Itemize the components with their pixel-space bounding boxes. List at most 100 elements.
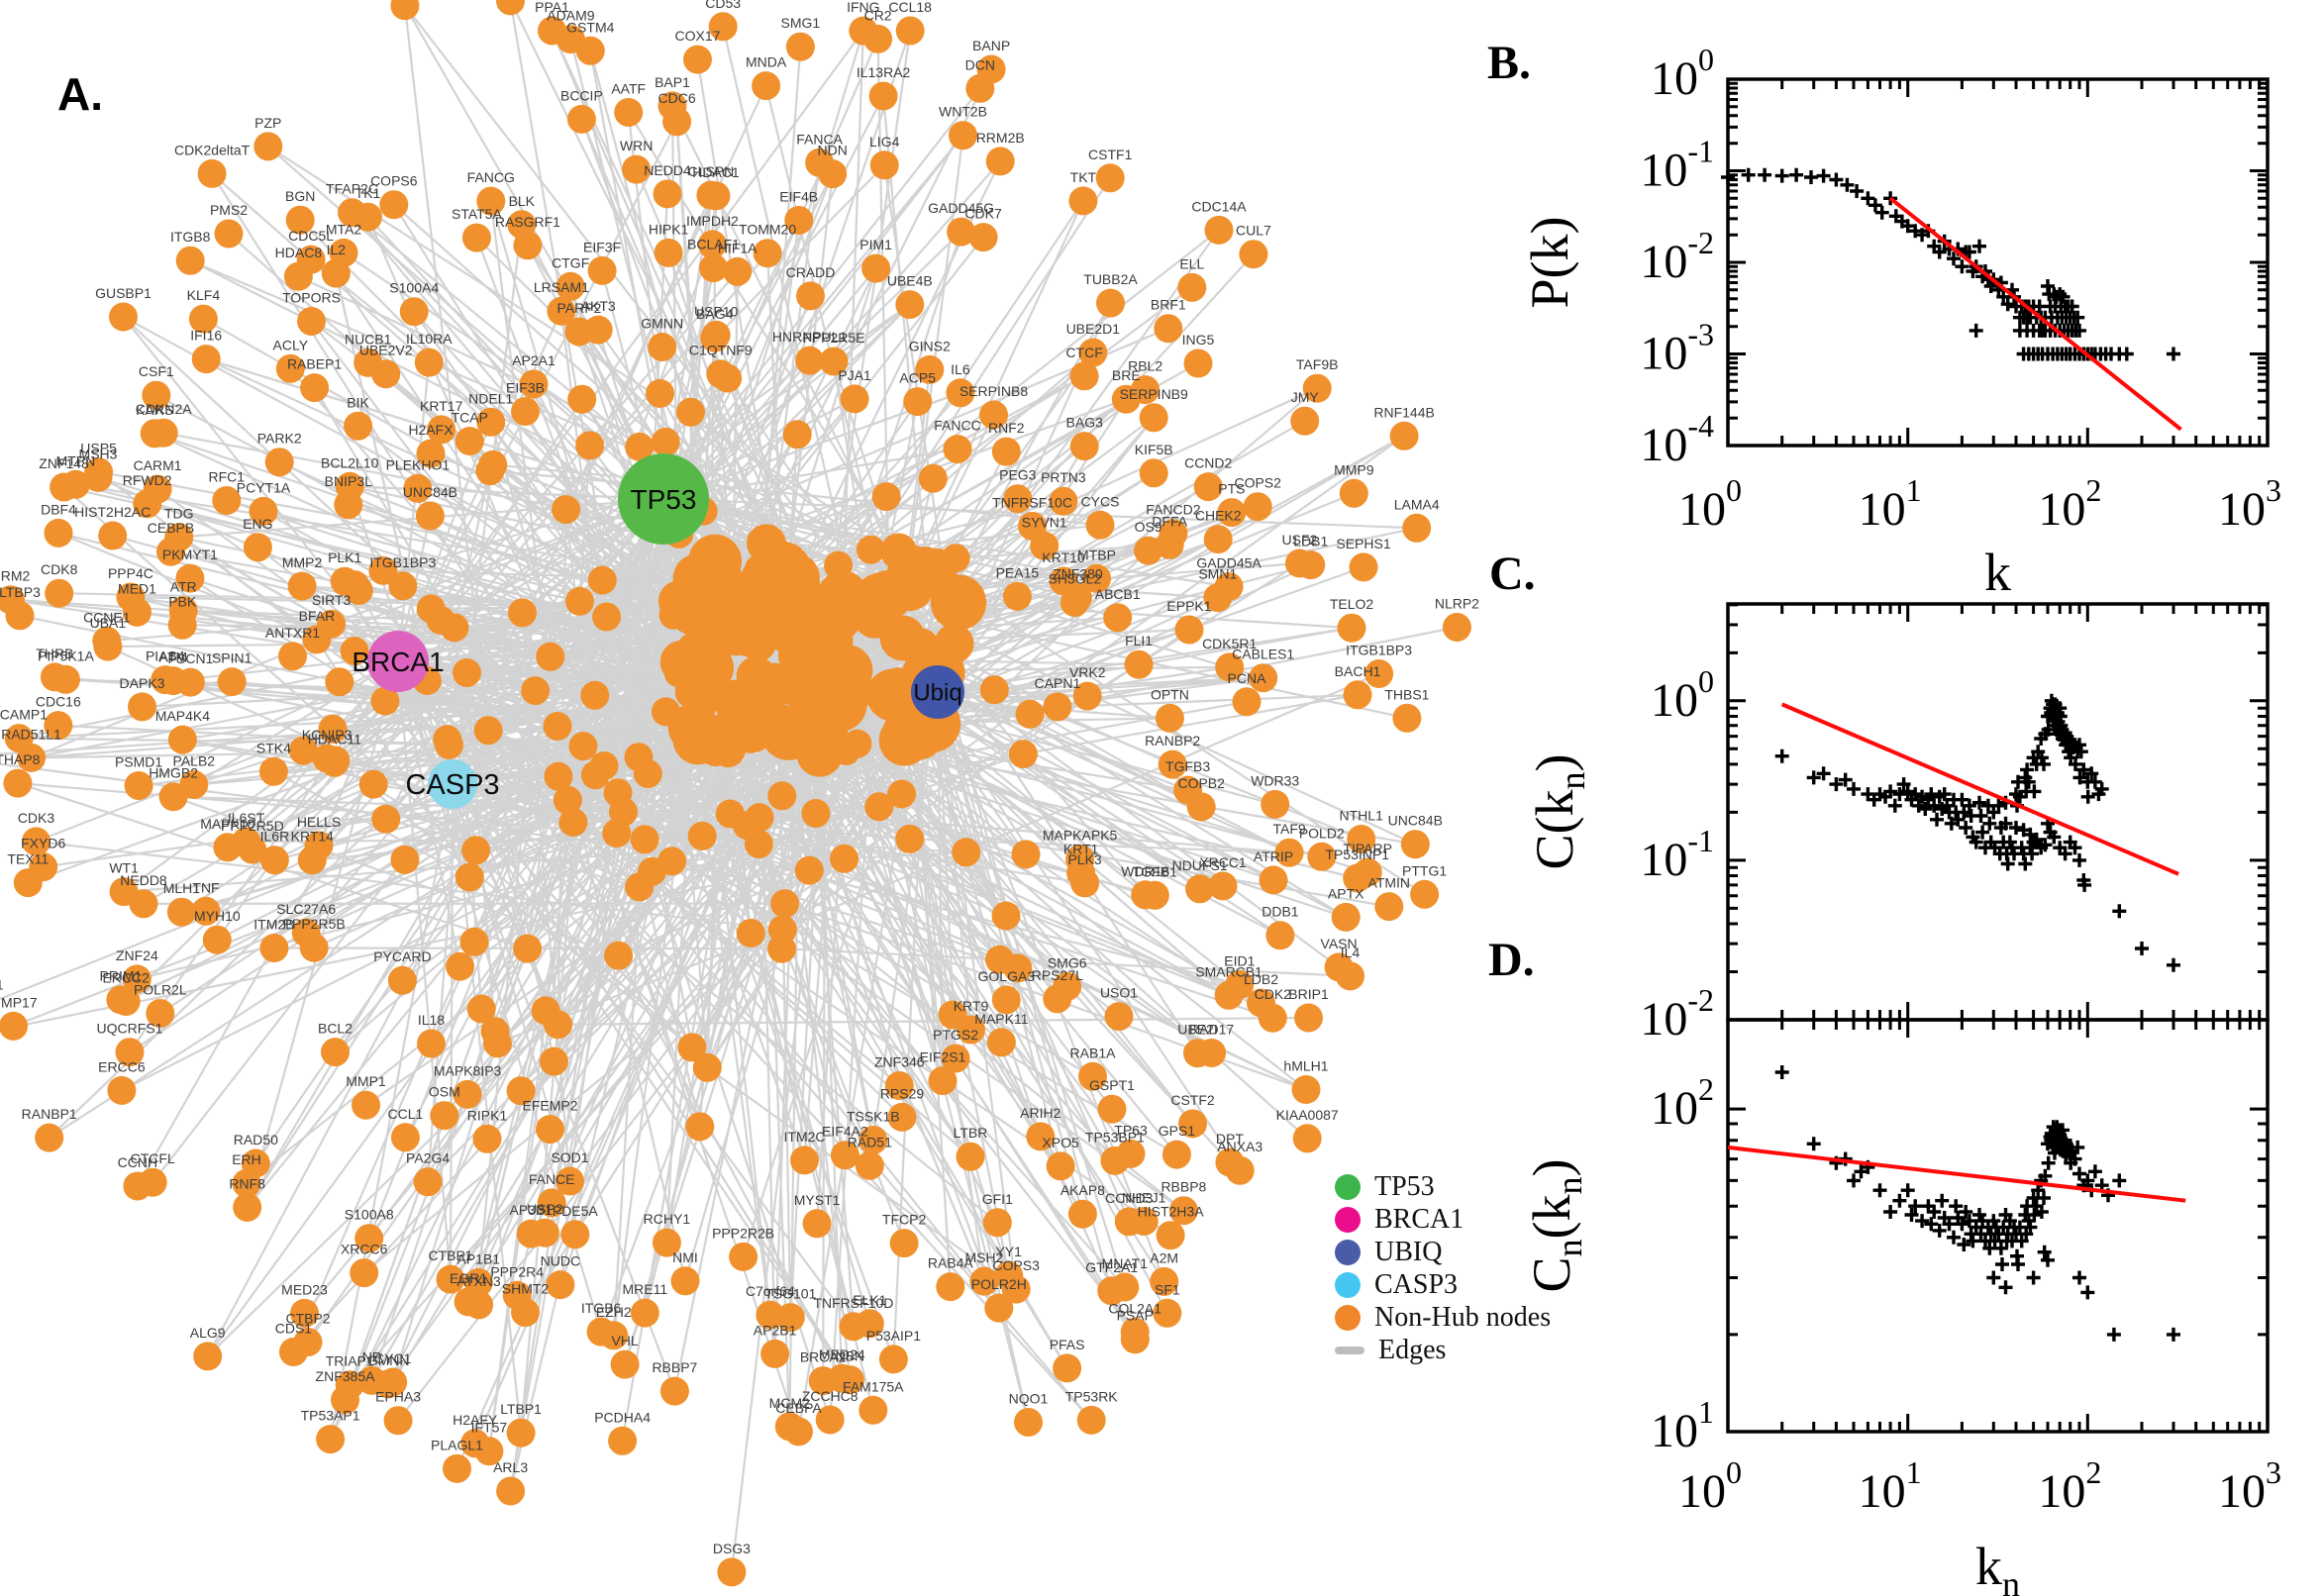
- node-label: PZP: [254, 115, 281, 131]
- network-node: [651, 427, 680, 456]
- panel-label-c: C.: [1489, 548, 1536, 600]
- node-label: JMY: [1291, 389, 1320, 405]
- network-node: [387, 965, 417, 995]
- network-node: [796, 281, 825, 311]
- network-node: [1069, 432, 1099, 461]
- network-node: [1134, 536, 1163, 565]
- node-label: MNDA: [746, 54, 787, 70]
- network-node: [1069, 361, 1099, 391]
- network-node: [1068, 186, 1098, 216]
- network-node: [1168, 1196, 1198, 1226]
- network-node: [1154, 314, 1183, 344]
- network-node: [630, 825, 659, 854]
- node-label: A2M: [1150, 1249, 1178, 1265]
- network-node: [659, 1376, 689, 1406]
- network-node: [785, 32, 815, 61]
- network-node: [35, 1123, 64, 1152]
- hub-node-brca1: [367, 631, 429, 692]
- node-label: CAPN1: [1035, 675, 1081, 691]
- network-node: [1053, 971, 1082, 1001]
- node-label: TELO2: [1330, 596, 1374, 612]
- network-node: [461, 223, 491, 252]
- network-node: [288, 736, 318, 765]
- node-label: RAD50: [234, 1132, 278, 1147]
- network-node: [979, 400, 1008, 430]
- node-label: ANTXR1: [265, 625, 320, 641]
- network-node: [40, 662, 69, 692]
- network-node: [454, 427, 484, 455]
- network-node: [474, 1437, 504, 1466]
- network-node: [1203, 525, 1233, 554]
- node-label: ZNF24: [116, 948, 158, 963]
- node-label: TAF9B: [1296, 356, 1339, 372]
- node-label: WT1: [109, 860, 139, 876]
- node-label: TGFB3: [1165, 758, 1210, 774]
- network-node: [982, 1208, 1012, 1238]
- node-label: MSH3: [79, 446, 118, 461]
- node-label: MMP1: [346, 1073, 386, 1089]
- legend-label: CASP3: [1374, 1268, 1459, 1300]
- node-label: HMGB2: [149, 765, 198, 781]
- network-node: [871, 482, 901, 512]
- node-label: MMP2: [282, 554, 323, 570]
- node-label: NMI: [672, 1249, 698, 1265]
- node-label: RCHY1: [644, 1211, 691, 1227]
- network-node: [1186, 792, 1216, 822]
- node-label: MCM2: [769, 1395, 810, 1411]
- node-label: ZCCHC8: [802, 1388, 858, 1404]
- hub-node-ubiq: [911, 665, 964, 719]
- network-node: [511, 397, 540, 426]
- network-node: [1243, 492, 1272, 522]
- panel-d-xtick-label: 101: [1859, 1454, 1922, 1518]
- node-label: UQCRFS1: [97, 1021, 163, 1037]
- network-node: [936, 1272, 965, 1302]
- network-node: [858, 1126, 888, 1154]
- network-node: [930, 574, 987, 631]
- node-label: SMG6: [1048, 954, 1087, 970]
- node-label: EIF2S1: [920, 1049, 966, 1065]
- network-node: [943, 435, 972, 464]
- network-node: [506, 1076, 536, 1106]
- hub-label-tp53: TP53: [631, 484, 697, 515]
- node-label: MAPKAPK5: [1043, 828, 1118, 844]
- network-node: [614, 98, 644, 127]
- network-node: [708, 12, 738, 42]
- network-node: [699, 253, 728, 283]
- node-label: EPHA3: [375, 1389, 421, 1405]
- network-node: [875, 612, 905, 642]
- node-label: ATMIN: [1368, 875, 1411, 891]
- node-label: NDUFS1: [1172, 857, 1228, 873]
- node-label: CABLES1: [1232, 647, 1294, 662]
- node-label: LIG4: [869, 134, 900, 150]
- panel-b-xtick-label: 101: [1859, 472, 1922, 536]
- network-node: [316, 1425, 346, 1454]
- node-label: ALG9: [190, 1325, 226, 1341]
- node-label: ITGB6: [581, 1300, 622, 1316]
- node-label: USP2: [527, 1201, 563, 1217]
- node-label: EIF3F: [583, 239, 621, 254]
- node-label: IL2: [327, 242, 347, 257]
- network-node: [567, 384, 597, 414]
- node-label: DSG3: [713, 1541, 751, 1556]
- node-label: AP2A1: [512, 352, 556, 368]
- network-node: [884, 1071, 914, 1100]
- panel-c-ytick-label: 10-1: [1640, 823, 1714, 886]
- network-node: [646, 378, 674, 408]
- node-label: SMARCB1: [1195, 963, 1262, 979]
- network-node: [417, 1029, 446, 1058]
- node-label: BFAR: [299, 608, 336, 624]
- network-node: [654, 238, 683, 267]
- panel-b-fit-line: [1888, 196, 2182, 432]
- network-node: [13, 868, 43, 898]
- node-label: BLK: [509, 193, 536, 209]
- node-label: ZNF346: [874, 1054, 925, 1070]
- node-label: IL6ST: [228, 810, 265, 826]
- node-label: DAPK3: [120, 675, 165, 691]
- network-node: [652, 1228, 681, 1257]
- network-node: [575, 36, 605, 65]
- node-label: BCCIP: [560, 87, 603, 103]
- node-label: HDAC8: [275, 245, 323, 260]
- node-label: NDN: [818, 143, 848, 158]
- network-node: [354, 1224, 384, 1253]
- network-node: [513, 231, 543, 260]
